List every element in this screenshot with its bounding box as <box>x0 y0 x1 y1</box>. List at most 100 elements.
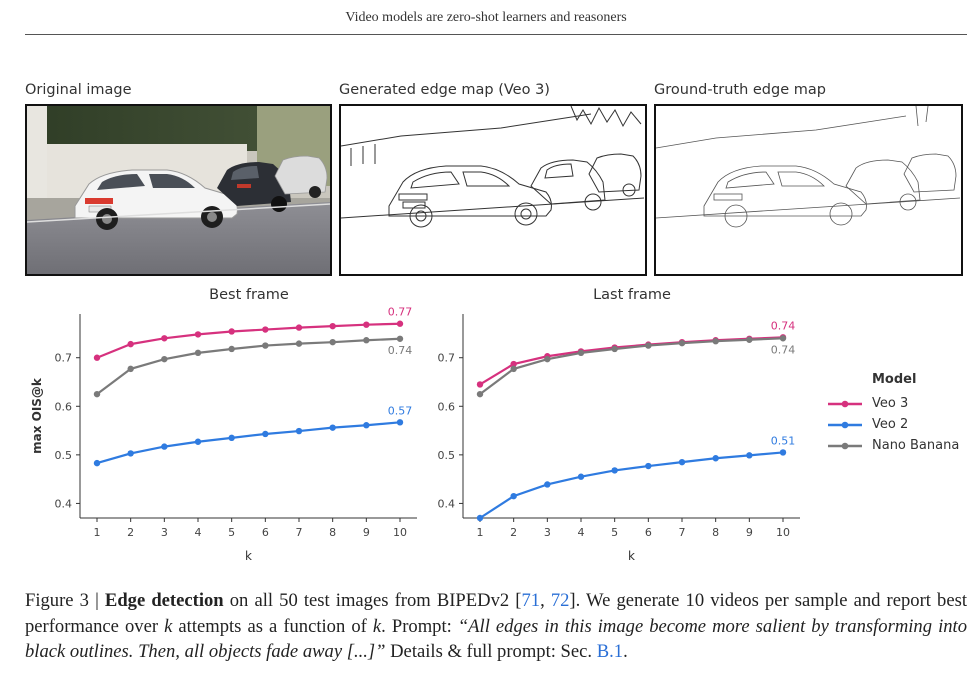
data-point <box>161 335 168 342</box>
x-tick-label: 10 <box>776 526 790 539</box>
data-point <box>228 434 235 442</box>
caption-prompt: “All edges in this image become more sal… <box>25 615 967 663</box>
data-point <box>194 331 202 338</box>
series-line-nano-banana <box>96 337 401 396</box>
data-point <box>712 455 719 462</box>
caption-text: . <box>623 641 628 662</box>
data-point <box>228 345 235 353</box>
x-tick-label: 1 <box>94 526 101 539</box>
end-value-label: 0.74 <box>771 319 796 332</box>
y-tick-label: 0.5 <box>55 449 73 462</box>
figure-caption: Figure 3 | Edge detection on all 50 test… <box>25 588 967 665</box>
x-tick-label: 4 <box>578 526 585 539</box>
caption-math-k: k <box>372 615 382 637</box>
series-line-veo-2 <box>96 421 401 465</box>
x-tick-label: 9 <box>746 526 753 539</box>
data-point <box>93 390 101 398</box>
data-point <box>93 459 101 467</box>
caption-fig-number: Figure 3 | <box>25 590 105 611</box>
data-point <box>544 481 551 488</box>
y-tick-label: 0.6 <box>55 400 73 413</box>
caption-bold-title: Edge detection <box>104 590 224 611</box>
series-line-veo-3 <box>96 322 401 359</box>
data-point <box>127 340 134 348</box>
data-point <box>262 326 269 333</box>
chart-title-best: Best frame <box>209 287 289 303</box>
citation-link[interactable]: 71 <box>521 590 541 611</box>
data-point <box>363 422 370 429</box>
data-point <box>645 462 652 470</box>
x-axis-label: k <box>245 549 252 563</box>
x-tick-label: 3 <box>161 526 168 539</box>
x-tick-label: 1 <box>477 526 484 539</box>
data-point <box>363 337 370 344</box>
running-header: Video models are zero-shot learners and … <box>345 10 627 25</box>
legend-label-veo2: Veo 2 <box>872 417 909 432</box>
series-line-veo-2 <box>479 451 784 519</box>
caption-math-k: k <box>164 615 173 637</box>
data-point <box>510 365 517 373</box>
citation-link[interactable]: 72 <box>550 590 570 611</box>
legend-label-veo3: Veo 3 <box>872 396 909 411</box>
caption-text: on all 50 test images from BIPEDv2 [ <box>223 590 522 611</box>
x-tick-label: 7 <box>679 526 686 539</box>
legend-item-veo3: Veo 3 <box>828 393 959 414</box>
series-line-nano-banana <box>479 337 784 396</box>
data-point <box>194 349 202 357</box>
x-tick-label: 6 <box>645 526 652 539</box>
data-point <box>611 467 618 474</box>
data-point <box>779 335 787 342</box>
y-axis-label: max OIS@k <box>30 377 44 454</box>
data-point <box>161 355 168 363</box>
data-point <box>295 324 303 331</box>
data-point <box>396 419 404 426</box>
data-point <box>127 450 134 457</box>
data-point <box>678 339 686 347</box>
data-point <box>93 354 101 361</box>
data-point <box>295 340 303 347</box>
data-point <box>161 443 168 450</box>
data-point <box>645 342 652 349</box>
end-value-label: 0.51 <box>771 434 796 447</box>
data-point <box>746 336 753 343</box>
data-point <box>476 514 484 522</box>
y-tick-label: 0.7 <box>55 352 73 365</box>
data-point <box>510 360 517 368</box>
data-point <box>329 338 336 346</box>
panel-label-original: Original image <box>25 82 132 98</box>
legend-label-nano-banana: Nano Banana <box>872 438 960 453</box>
section-link[interactable]: B.1 <box>596 641 624 662</box>
data-point <box>295 427 303 435</box>
x-tick-label: 3 <box>544 526 551 539</box>
x-tick-label: 4 <box>195 526 202 539</box>
x-tick-label: 6 <box>262 526 269 539</box>
chart-best-frame: 0.4 0.5 0.6 0.7 1 2 3 4 5 6 7 8 9 10 k max OIS@k 0.77 0.7… <box>30 306 417 563</box>
y-tick-label: 0.5 <box>438 449 456 462</box>
data-point <box>329 424 336 431</box>
header-rule <box>25 34 967 35</box>
data-point <box>510 492 517 500</box>
x-tick-label: 7 <box>296 526 303 539</box>
end-value-label: 0.57 <box>388 404 413 417</box>
series-line-veo-3 <box>479 336 784 386</box>
data-point <box>363 321 370 328</box>
chart-title-last: Last frame <box>593 287 671 303</box>
generated-edge-map <box>339 104 647 276</box>
data-point <box>228 328 235 335</box>
x-tick-label: 8 <box>712 526 719 539</box>
data-point <box>262 342 269 349</box>
x-tick-label: 5 <box>228 526 235 539</box>
x-tick-label: 9 <box>363 526 370 539</box>
caption-text: , <box>540 590 551 611</box>
x-axis-label: k <box>628 549 635 563</box>
x-tick-label: 10 <box>393 526 407 539</box>
chart-last-frame: 0.4 0.5 0.6 0.7 1 2 3 4 5 6 7 8 9 10 k 0.74 0.74 0.51 <box>438 314 800 563</box>
legend-item-nano-banana: Nano Banana <box>828 435 959 456</box>
data-point <box>127 365 134 373</box>
end-value-label: 0.74 <box>771 343 796 356</box>
data-point <box>396 320 404 327</box>
data-point <box>396 335 404 342</box>
panel-label-groundtruth: Ground-truth edge map <box>654 82 826 98</box>
x-tick-label: 2 <box>127 526 134 539</box>
data-point <box>262 430 269 438</box>
